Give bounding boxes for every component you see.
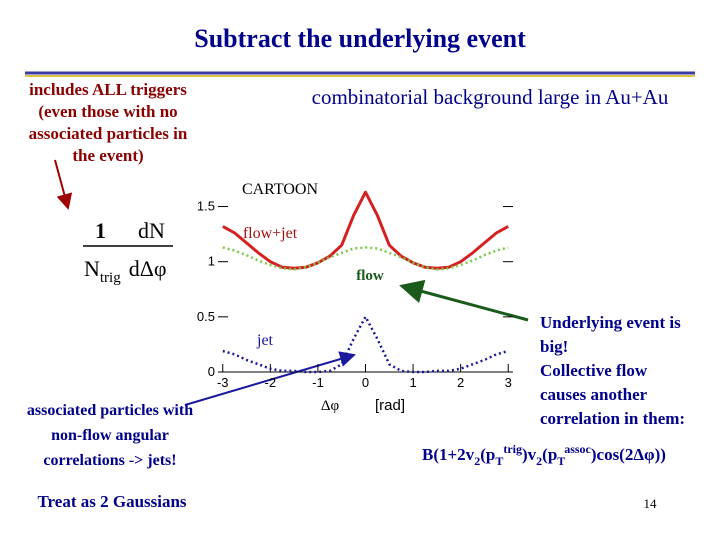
x-tick-label: 3	[505, 375, 512, 390]
y-tick-label: 0	[208, 364, 215, 379]
annotation: CARTOON	[242, 181, 319, 198]
plot: 0 0.5 1 1.5 -3 -2 -1 0 1 2 3 CARTOON flow+jet flow jet…	[197, 181, 513, 414]
x-tick-label: 0	[362, 375, 369, 390]
note-line: associated particles in	[29, 124, 188, 143]
arrow	[184, 351, 356, 406]
x-label: Δφ	[321, 398, 340, 414]
annotation: flow+jet	[243, 225, 298, 242]
x-unit: [rad]	[375, 397, 405, 414]
note-line: correlation in them:	[540, 409, 685, 428]
y-tick-label: 1	[208, 254, 215, 269]
x-tick-label: -1	[312, 375, 324, 390]
note-line: correlations -> jets!	[43, 452, 176, 469]
x-tick-label: 1	[409, 375, 416, 390]
slide-title: Subtract the underlying event	[194, 24, 526, 53]
x-tick-label: -3	[217, 375, 229, 390]
formula-part: (p	[480, 445, 495, 464]
formula-part: )v	[522, 445, 537, 464]
note-line: causes another	[540, 385, 648, 404]
formula-part: )cos(2Δφ))	[591, 445, 666, 464]
note-line: Collective flow	[540, 361, 648, 380]
formula-part: 2	[536, 454, 542, 468]
note-line: the event)	[72, 146, 143, 165]
annotation: flow	[356, 268, 384, 284]
ylabel-part: 1	[95, 218, 106, 243]
gauss-note: Treat as 2 Gaussians	[37, 492, 186, 511]
series-line	[222, 315, 509, 374]
formula-part: B(1+2v	[422, 445, 475, 464]
note-line: (even those with no	[38, 102, 177, 121]
arrow	[54, 159, 73, 210]
formula-part: 2	[474, 454, 480, 468]
background-note: combinatorial background large in Au+Au	[312, 85, 669, 109]
note-line: non-flow angular	[51, 427, 169, 444]
ylabel-part: dN	[138, 218, 165, 243]
note-line: associated particles with	[27, 402, 193, 419]
arrow	[399, 279, 529, 322]
page-number: 14	[644, 496, 658, 511]
ylabel-part: dΔφ	[129, 256, 167, 281]
note-line: big!	[540, 337, 568, 356]
ylabel-part: Ntrig dΔφ	[84, 256, 167, 286]
formula-part: T	[557, 454, 565, 468]
x-tick-label: 2	[457, 375, 464, 390]
ylabel-part: N	[84, 256, 100, 281]
formula: B(1+2v2(pTtrig)v2(pTassoc)cos(2Δφ))	[422, 442, 666, 468]
y-tick-label: 0.5	[197, 309, 215, 324]
note-line: Underlying event is	[540, 313, 681, 332]
series-line	[222, 246, 509, 271]
note-line: includes ALL triggers	[29, 80, 187, 99]
annotation: jet	[256, 332, 274, 349]
x-tick-label: -2	[265, 375, 277, 390]
formula-part: T	[495, 454, 503, 468]
y-tick-label: 1.5	[197, 199, 215, 214]
ylabel-sub: trig	[100, 270, 121, 286]
formula-part: trig	[503, 442, 522, 456]
series-line	[222, 190, 509, 270]
formula-part: assoc	[564, 442, 591, 456]
formula-part: (p	[542, 445, 557, 464]
